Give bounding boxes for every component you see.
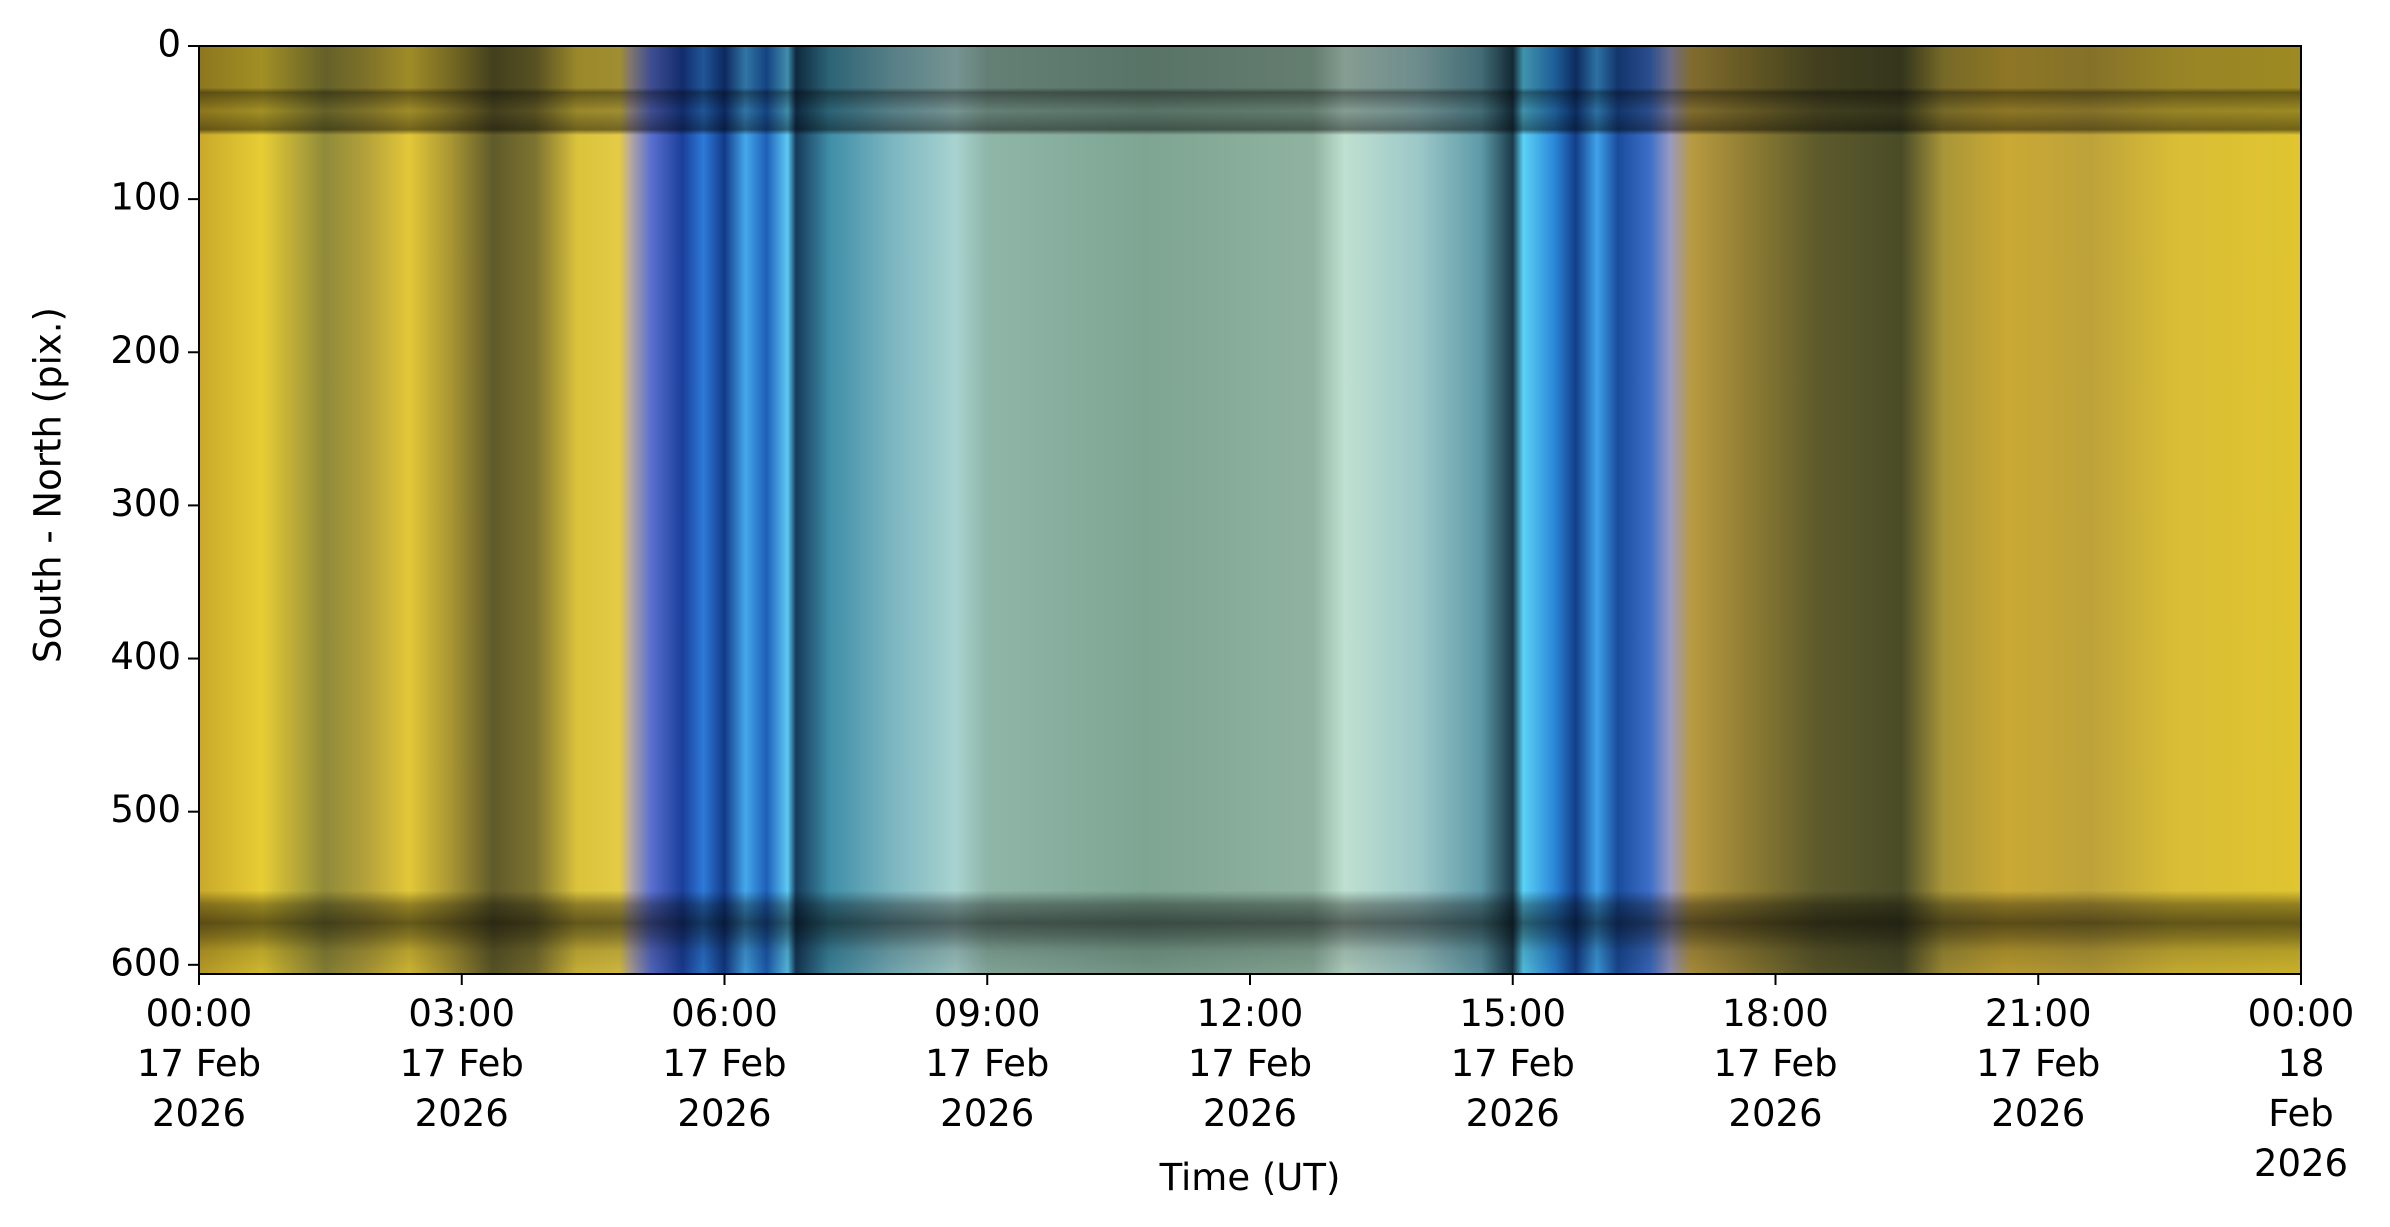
y-axis-label: South - North (pix.) [27,307,70,663]
y-tick-label: 500 [110,788,181,831]
x-tick-label: 06:00 17 Feb 2026 [662,992,787,1135]
x-tick-label: 09:00 17 Feb 2026 [925,992,1050,1135]
y-tick-label: 100 [110,176,181,219]
x-axis-label: Time (UT) [1159,1156,1341,1199]
y-tick-label: 400 [110,635,181,678]
x-tick-label: 12:00 17 Feb 2026 [1187,992,1313,1135]
y-tick-label: 200 [110,329,181,372]
x-tick-label: 03:00 17 Feb 2026 [399,992,524,1135]
y-tick-label: 600 [110,941,181,984]
x-tick-label: 00:00 17 Feb 2026 [136,992,262,1135]
x-tick-label: 15:00 17 Feb 2026 [1450,992,1575,1135]
x-tick-label: 18:00 17 Feb 2026 [1713,992,1838,1135]
y-tick-label: 0 [157,23,181,66]
keogram-shading [199,46,2301,974]
y-tick-label: 300 [110,482,181,525]
x-tick-label: 00:00 18 Feb 2026 [2247,992,2355,1185]
x-tick-label: 21:00 17 Feb 2026 [1976,992,2101,1135]
